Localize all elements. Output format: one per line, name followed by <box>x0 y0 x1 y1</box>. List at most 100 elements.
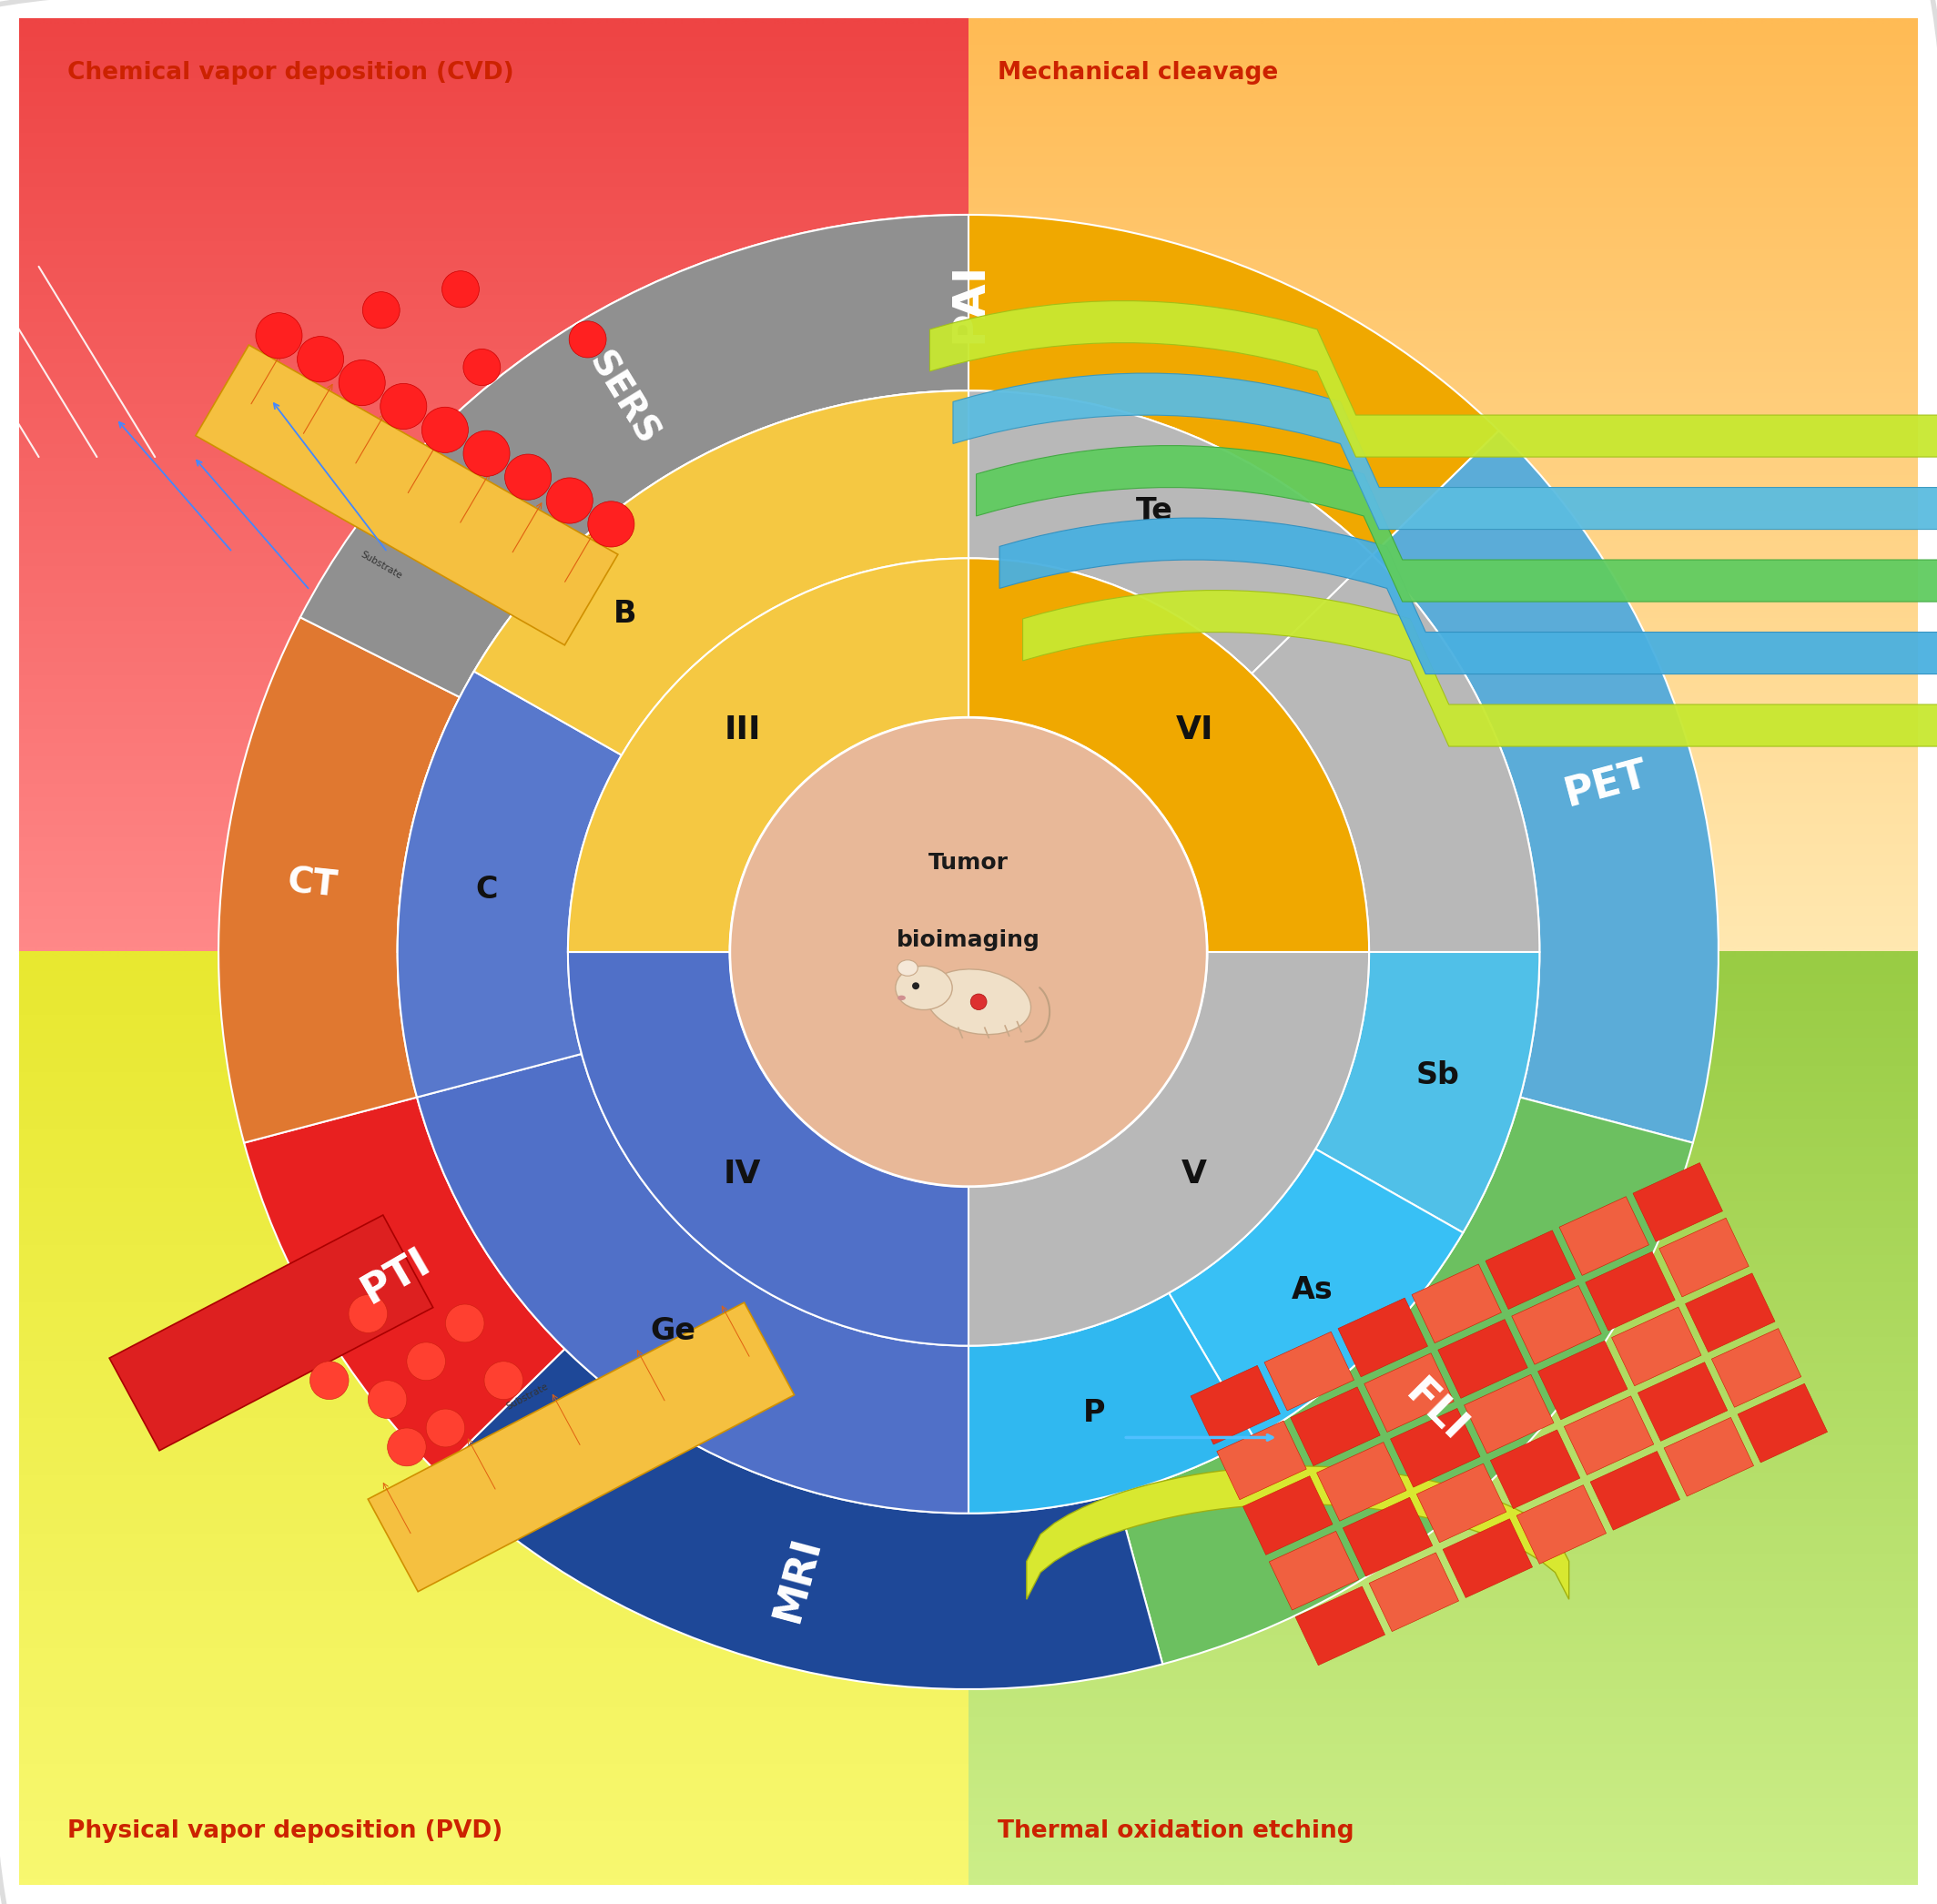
Polygon shape <box>1590 1451 1679 1531</box>
Text: Thermal oxidation etching: Thermal oxidation etching <box>998 1820 1354 1843</box>
Polygon shape <box>1490 1430 1581 1508</box>
Text: PTI: PTI <box>354 1241 438 1312</box>
Circle shape <box>442 270 478 308</box>
Polygon shape <box>196 345 618 645</box>
Polygon shape <box>953 373 1937 529</box>
Wedge shape <box>416 1055 968 1514</box>
Wedge shape <box>475 390 968 756</box>
Polygon shape <box>1317 1441 1406 1521</box>
Wedge shape <box>397 390 968 952</box>
Polygon shape <box>999 518 1937 674</box>
Polygon shape <box>1639 1361 1728 1441</box>
Text: C: C <box>477 874 498 904</box>
Polygon shape <box>1486 1230 1575 1310</box>
Circle shape <box>912 982 920 990</box>
Ellipse shape <box>895 965 953 1009</box>
Circle shape <box>296 337 343 383</box>
Wedge shape <box>438 215 1499 556</box>
Circle shape <box>446 1304 484 1342</box>
Circle shape <box>368 1380 407 1418</box>
Wedge shape <box>968 558 1369 952</box>
Text: PET: PET <box>1561 754 1652 813</box>
Wedge shape <box>968 952 1369 1346</box>
Circle shape <box>587 501 633 546</box>
Wedge shape <box>219 617 459 1142</box>
Circle shape <box>422 407 469 453</box>
Circle shape <box>339 360 385 406</box>
Text: VI: VI <box>1176 714 1213 744</box>
Text: Substrate: Substrate <box>504 1382 550 1411</box>
Wedge shape <box>1315 952 1540 1232</box>
Circle shape <box>546 478 593 524</box>
Text: IV: IV <box>724 1160 761 1190</box>
Text: Ge: Ge <box>651 1316 695 1346</box>
Polygon shape <box>1290 1386 1381 1466</box>
Polygon shape <box>1685 1274 1774 1352</box>
Polygon shape <box>1563 1396 1654 1476</box>
Polygon shape <box>108 1215 434 1451</box>
Polygon shape <box>1364 1354 1455 1432</box>
Text: PAI: PAI <box>947 263 990 343</box>
Polygon shape <box>1660 1219 1749 1297</box>
Circle shape <box>407 1342 446 1380</box>
Circle shape <box>463 348 500 385</box>
Polygon shape <box>1559 1196 1648 1276</box>
Circle shape <box>426 1409 465 1447</box>
Polygon shape <box>1712 1329 1801 1407</box>
Wedge shape <box>1371 430 1718 1142</box>
Polygon shape <box>1027 1466 1569 1599</box>
Text: Te: Te <box>1135 495 1174 526</box>
Text: Mechanical cleavage: Mechanical cleavage <box>998 61 1278 84</box>
Polygon shape <box>1443 1519 1532 1597</box>
Text: CT: CT <box>285 864 339 904</box>
Text: Chemical vapor deposition (CVD): Chemical vapor deposition (CVD) <box>68 61 515 84</box>
Polygon shape <box>1216 1420 1306 1500</box>
Ellipse shape <box>897 996 907 1000</box>
Wedge shape <box>968 390 1371 674</box>
Text: MRI: MRI <box>767 1533 827 1626</box>
Circle shape <box>362 291 399 327</box>
Wedge shape <box>244 1097 566 1474</box>
Polygon shape <box>976 446 1937 602</box>
Polygon shape <box>1369 1552 1459 1632</box>
Text: Sb: Sb <box>1416 1061 1460 1091</box>
Polygon shape <box>368 1302 794 1592</box>
Circle shape <box>569 322 606 358</box>
Wedge shape <box>1251 556 1540 952</box>
Wedge shape <box>397 672 622 1097</box>
Polygon shape <box>1737 1384 1827 1462</box>
Polygon shape <box>1664 1417 1753 1497</box>
Polygon shape <box>1338 1299 1428 1377</box>
Wedge shape <box>1168 1148 1462 1438</box>
Text: P: P <box>1083 1398 1106 1428</box>
Text: FLI: FLI <box>1397 1373 1474 1449</box>
Text: V: V <box>1182 1160 1207 1190</box>
Polygon shape <box>930 301 1937 457</box>
Polygon shape <box>1633 1163 1722 1241</box>
Polygon shape <box>1265 1331 1354 1411</box>
Circle shape <box>463 430 509 476</box>
Ellipse shape <box>897 960 918 977</box>
Polygon shape <box>1437 1319 1528 1398</box>
Polygon shape <box>1511 1285 1602 1365</box>
Polygon shape <box>1464 1375 1553 1453</box>
Circle shape <box>387 1428 426 1466</box>
Text: bioimaging: bioimaging <box>897 929 1040 952</box>
Text: Physical vapor deposition (PVD): Physical vapor deposition (PVD) <box>68 1820 504 1843</box>
Circle shape <box>310 1361 349 1399</box>
Polygon shape <box>1612 1306 1701 1386</box>
Circle shape <box>970 994 986 1009</box>
Circle shape <box>730 718 1207 1186</box>
Circle shape <box>349 1295 387 1333</box>
Polygon shape <box>1391 1409 1480 1487</box>
Wedge shape <box>438 1348 1162 1689</box>
Wedge shape <box>300 215 968 697</box>
Ellipse shape <box>926 969 1030 1034</box>
Circle shape <box>506 455 552 501</box>
Polygon shape <box>1191 1365 1280 1445</box>
Text: Substrate: Substrate <box>358 550 403 581</box>
Polygon shape <box>1416 1464 1507 1542</box>
Text: As: As <box>1292 1274 1333 1304</box>
Text: SERS: SERS <box>581 347 664 451</box>
Circle shape <box>380 383 426 428</box>
